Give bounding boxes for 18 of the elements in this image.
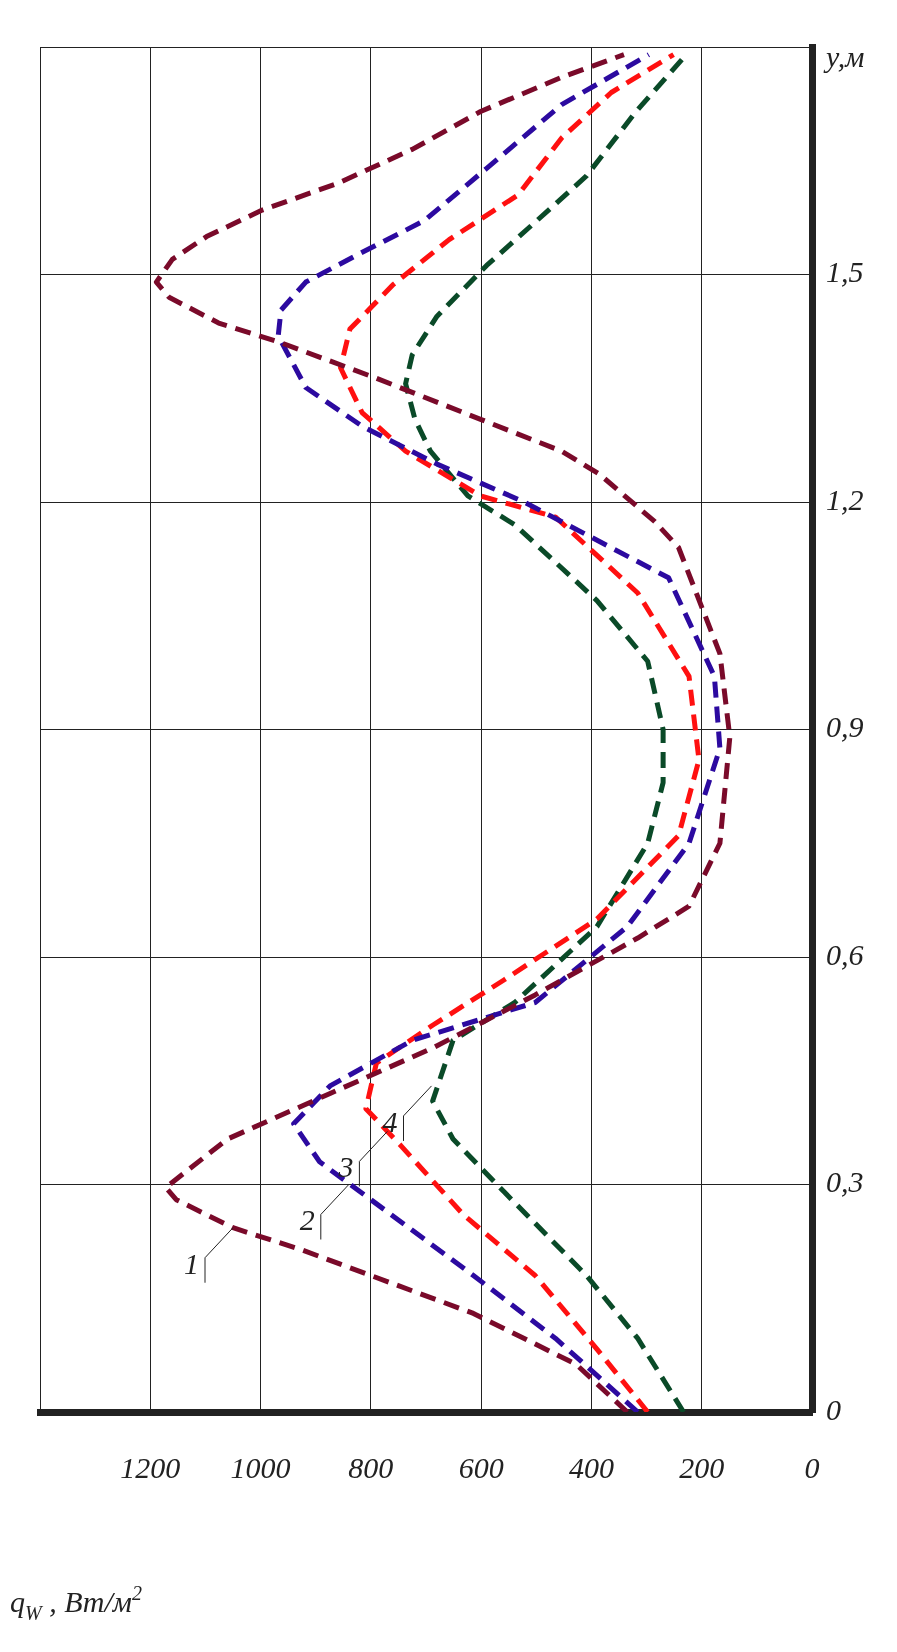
x-tick-label: 200 [679,1450,725,1484]
x-tick-label: 0 [804,1450,820,1484]
annotation: 2 [299,1203,315,1237]
annotation: 1 [184,1246,199,1280]
x-tick-label: 400 [568,1450,614,1484]
x-tick-label: 1000 [230,1450,291,1484]
y-tick-label: 0,3 [826,1165,864,1199]
y-tick-label: 1,5 [826,255,864,289]
x-tick-label: 800 [348,1450,394,1484]
y-tick-label: 0,6 [826,937,864,971]
y-axis-title: y,м [823,40,865,73]
annotation: 3 [337,1150,354,1184]
y-tick-label: 0,9 [826,710,864,744]
x-tick-label: 600 [458,1450,504,1484]
annotation: 4 [382,1104,398,1138]
y-tick-label: 0 [826,1392,841,1426]
y-tick-label: 1,2 [826,482,864,516]
x-tick-label: 1200 [120,1450,181,1484]
